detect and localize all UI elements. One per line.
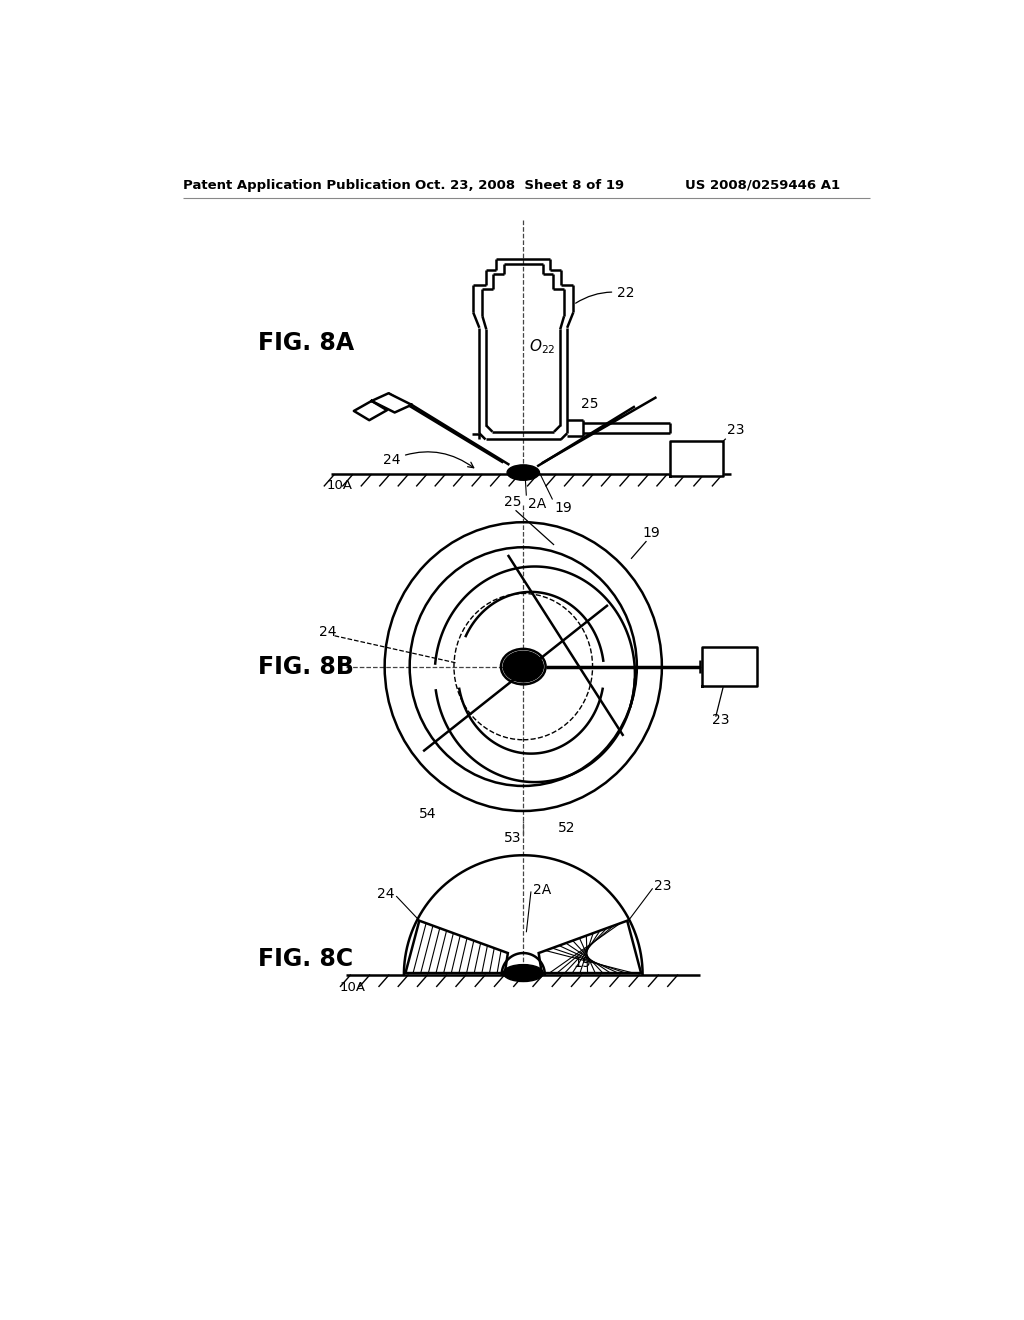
Text: 22: 22 — [575, 286, 635, 304]
Text: 10A: 10A — [327, 479, 353, 492]
Text: 19: 19 — [643, 525, 660, 540]
Text: 24: 24 — [319, 624, 337, 639]
Text: FIG. 8B: FIG. 8B — [258, 655, 353, 678]
Text: $O_{22}$: $O_{22}$ — [529, 338, 556, 356]
Text: FIG. 8A: FIG. 8A — [258, 331, 353, 355]
Text: 23: 23 — [727, 424, 744, 437]
Text: 19: 19 — [554, 502, 571, 515]
Text: 19: 19 — [573, 956, 591, 970]
Ellipse shape — [507, 465, 540, 480]
Polygon shape — [354, 401, 387, 420]
Polygon shape — [701, 647, 758, 686]
Text: 25: 25 — [504, 495, 521, 508]
Text: Oct. 23, 2008  Sheet 8 of 19: Oct. 23, 2008 Sheet 8 of 19 — [416, 178, 625, 191]
Text: 53: 53 — [504, 830, 521, 845]
Ellipse shape — [503, 651, 544, 682]
Text: US 2008/0259446 A1: US 2008/0259446 A1 — [685, 178, 840, 191]
Text: 23: 23 — [654, 879, 672, 894]
Text: 25: 25 — [581, 397, 598, 411]
Polygon shape — [670, 441, 724, 475]
Text: 54: 54 — [419, 808, 437, 821]
Text: FIG. 8C: FIG. 8C — [258, 948, 352, 972]
Polygon shape — [539, 921, 641, 973]
Text: Patent Application Publication: Patent Application Publication — [183, 178, 411, 191]
Polygon shape — [406, 921, 508, 973]
Ellipse shape — [503, 965, 544, 982]
Text: 2A: 2A — [528, 498, 546, 511]
Text: 24: 24 — [377, 887, 394, 900]
Text: 52: 52 — [558, 821, 575, 836]
Text: 2A: 2A — [532, 883, 551, 896]
Text: 23: 23 — [712, 714, 729, 727]
Polygon shape — [372, 393, 412, 412]
Text: 24: 24 — [383, 451, 474, 467]
Text: 10A: 10A — [340, 981, 366, 994]
